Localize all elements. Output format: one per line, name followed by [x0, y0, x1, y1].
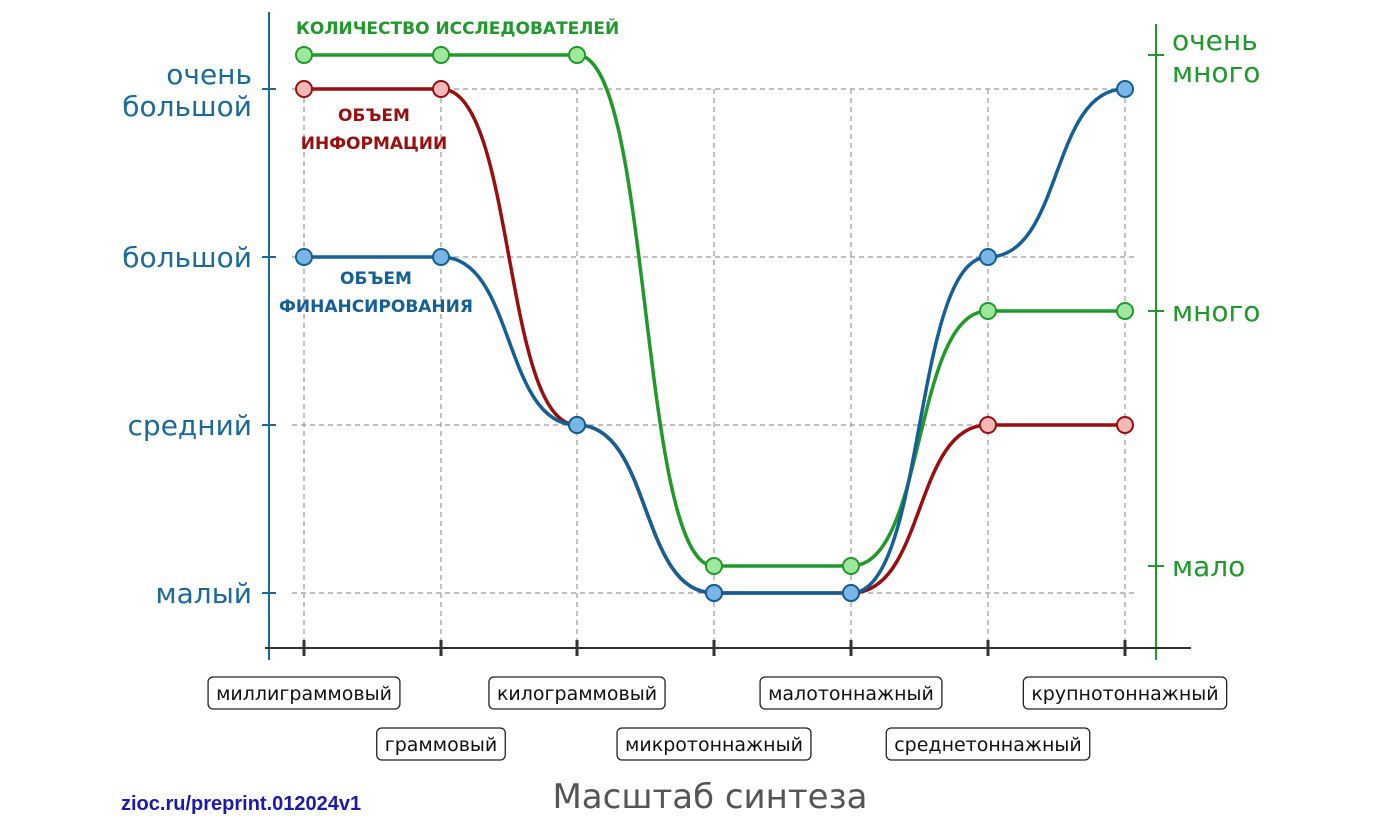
left-axis-tick-label: большой: [122, 241, 252, 274]
series-3: [295, 80, 1134, 602]
data-point: [295, 80, 313, 98]
category-label-1: миллиграммовый: [207, 676, 401, 710]
data-point: [842, 557, 860, 575]
category-label-4: микротоннажный: [616, 727, 812, 761]
data-point: [1116, 80, 1134, 98]
data-point: [979, 248, 997, 266]
data-point: [979, 416, 997, 434]
category-label-box: [759, 676, 943, 710]
category-label-box: [616, 727, 812, 761]
data-point: [842, 584, 860, 602]
x-axis-title: Масштаб синтеза: [552, 777, 867, 817]
left-axis-tick-label: очень большой: [122, 58, 252, 123]
category-label-box: [885, 727, 1091, 761]
series-label-information-line2: ИНФОРМАЦИИ: [301, 134, 448, 154]
series-label-researchers: КОЛИЧЕСТВО ИССЛЕДОВАТЕЛЕЙ: [296, 17, 619, 39]
category-label-text: микротоннажный: [625, 734, 803, 756]
data-point: [432, 248, 450, 266]
category-label-box: [488, 676, 666, 710]
left-axis-ticks: малый средний большой очень большой: [122, 58, 276, 610]
series-line: [304, 53, 1125, 568]
data-point: [1116, 302, 1134, 320]
left-axis-tick-label: средний: [128, 409, 252, 442]
data-point: [568, 46, 586, 64]
category-label-7: крупнотоннажный: [1022, 676, 1228, 710]
series: [295, 46, 1134, 602]
series-labels: КОЛИЧЕСТВО ИССЛЕДОВАТЕЛЕЙ ОБЪЕМ ИНФОРМАЦ…: [279, 17, 619, 317]
category-label-text: граммовый: [385, 734, 498, 756]
category-label-2: граммовый: [376, 727, 506, 761]
data-point: [295, 248, 313, 266]
category-label-text: миллиграммовый: [216, 683, 392, 705]
data-point: [1116, 416, 1134, 434]
series-label-funding-line1: ОБЪЕМ: [340, 269, 412, 289]
data-point: [979, 302, 997, 320]
data-point: [432, 46, 450, 64]
category-label-box: [376, 727, 506, 761]
right-axis-tick-label: много: [1172, 295, 1260, 328]
category-label-text: среднетоннажный: [894, 734, 1082, 756]
category-label-box: [1022, 676, 1228, 710]
category-label-6: среднетоннажный: [885, 727, 1091, 761]
category-label-3: килограммовый: [488, 676, 666, 710]
data-point: [295, 46, 313, 64]
series-1: [295, 46, 1134, 575]
category-label-text: малотоннажный: [768, 683, 934, 705]
data-point: [705, 584, 723, 602]
category-label-box: [207, 676, 401, 710]
x-axis-ticks: миллиграммовый граммовый килограммовый микр…: [207, 640, 1228, 761]
right-axis-tick-label: очень много: [1172, 24, 1260, 89]
data-point: [568, 416, 586, 434]
data-point: [705, 557, 723, 575]
category-label-text: килограммовый: [497, 683, 657, 705]
right-axis-tick-label: мало: [1172, 550, 1245, 583]
series-label-information-line1: ОБЪЕМ: [338, 106, 410, 126]
category-label-5: малотоннажный: [759, 676, 943, 710]
left-axis-tick-label: малый: [156, 577, 252, 610]
axes: [265, 12, 1191, 660]
series-label-funding-line2: ФИНАНСИРОВАНИЯ: [279, 297, 473, 317]
right-axis-ticks: мало много очень много: [1148, 24, 1260, 583]
data-point: [432, 80, 450, 98]
watermark: zioc.ru/preprint.012024v1: [121, 793, 361, 815]
category-label-text: крупнотоннажный: [1031, 683, 1218, 705]
